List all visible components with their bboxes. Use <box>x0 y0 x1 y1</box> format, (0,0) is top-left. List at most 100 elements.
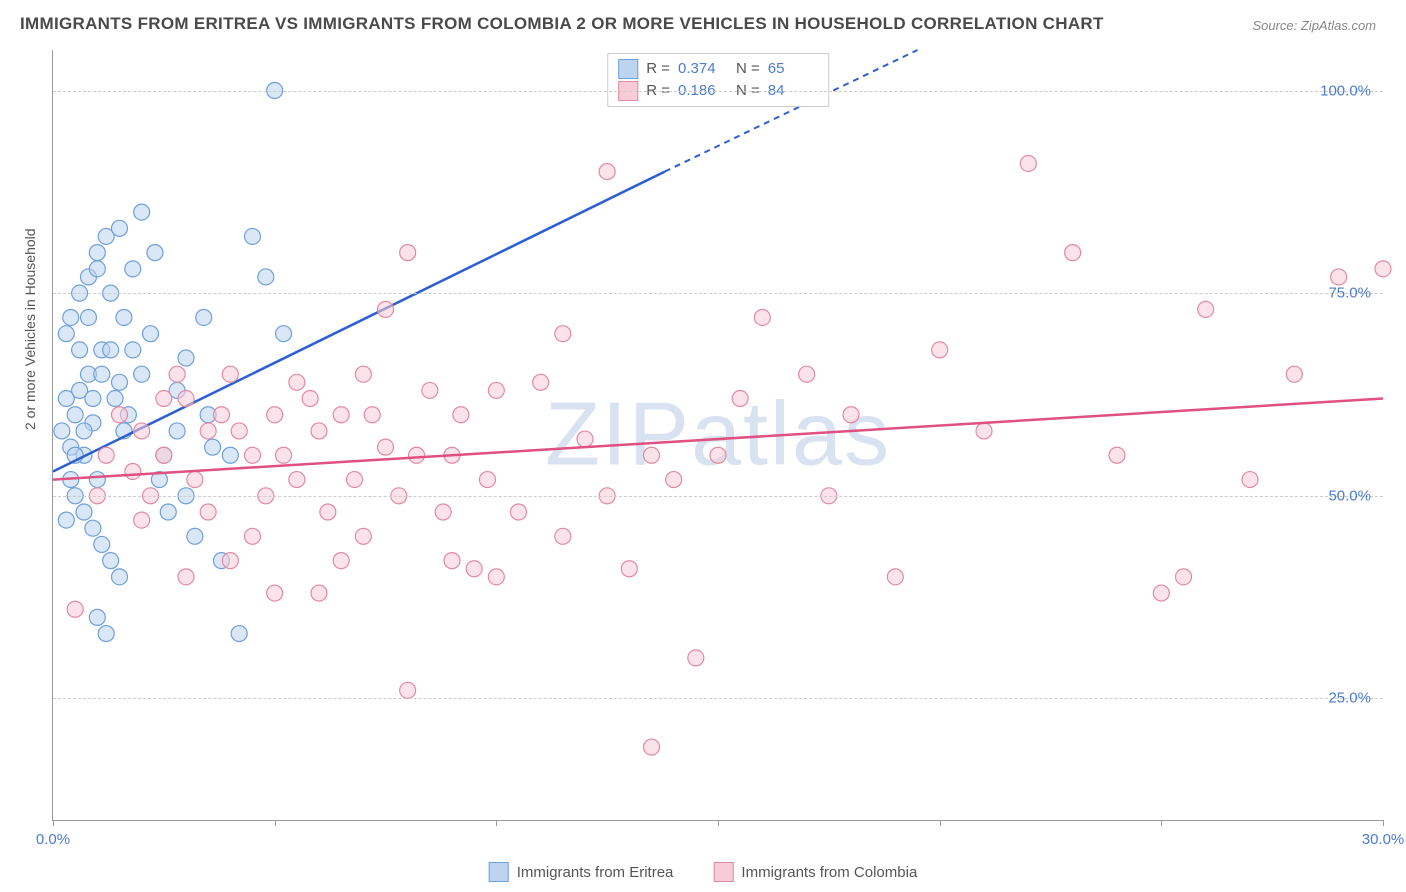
data-point <box>1153 585 1169 601</box>
data-point <box>134 366 150 382</box>
data-point <box>160 504 176 520</box>
y-tick-label: 50.0% <box>1328 487 1371 504</box>
x-tick <box>1383 820 1384 826</box>
r-value-eritrea: 0.374 <box>678 58 728 80</box>
legend-row-eritrea: R = 0.374 N = 65 <box>618 58 818 80</box>
swatch-icon <box>713 862 733 882</box>
data-point <box>245 528 261 544</box>
data-point <box>355 528 371 544</box>
data-point <box>94 536 110 552</box>
data-point <box>1065 245 1081 261</box>
data-point <box>54 423 70 439</box>
data-point <box>1331 269 1347 285</box>
data-point <box>134 423 150 439</box>
data-point <box>444 553 460 569</box>
data-point <box>289 374 305 390</box>
data-point <box>103 553 119 569</box>
data-point <box>205 439 221 455</box>
data-point <box>98 626 114 642</box>
data-point <box>187 528 203 544</box>
data-point <box>400 682 416 698</box>
data-point <box>333 553 349 569</box>
data-point <box>112 569 128 585</box>
x-tick <box>53 820 54 826</box>
data-point <box>276 326 292 342</box>
data-point <box>89 245 105 261</box>
data-point <box>621 561 637 577</box>
data-point <box>887 569 903 585</box>
data-point <box>112 220 128 236</box>
data-point <box>169 423 185 439</box>
data-point <box>435 504 451 520</box>
data-point <box>555 326 571 342</box>
y-tick-label: 25.0% <box>1328 690 1371 707</box>
data-point <box>196 309 212 325</box>
legend-item-eritrea: Immigrants from Eritrea <box>489 862 674 882</box>
data-point <box>58 326 74 342</box>
data-point <box>89 472 105 488</box>
data-point <box>466 561 482 577</box>
data-point <box>843 407 859 423</box>
x-tick-label: 30.0% <box>1362 831 1405 848</box>
data-point <box>156 391 172 407</box>
data-point <box>346 472 362 488</box>
data-point <box>1109 447 1125 463</box>
data-point <box>134 204 150 220</box>
data-point <box>178 391 194 407</box>
data-point <box>107 391 123 407</box>
y-axis-label: 2 or more Vehicles in Household <box>22 228 38 430</box>
data-point <box>276 447 292 463</box>
y-tick-label: 100.0% <box>1320 82 1371 99</box>
x-tick <box>940 820 941 826</box>
data-point <box>76 423 92 439</box>
data-point <box>533 374 549 390</box>
data-point <box>511 504 527 520</box>
data-point <box>58 512 74 528</box>
x-tick <box>718 820 719 826</box>
data-point <box>231 423 247 439</box>
data-point <box>147 245 163 261</box>
data-point <box>245 228 261 244</box>
y-tick-label: 75.0% <box>1328 285 1371 302</box>
data-point <box>644 739 660 755</box>
data-point <box>143 326 159 342</box>
trend-line <box>53 399 1383 480</box>
data-point <box>112 374 128 390</box>
data-point <box>1176 569 1192 585</box>
data-point <box>103 342 119 358</box>
x-tick-label: 0.0% <box>36 831 70 848</box>
data-point <box>245 447 261 463</box>
legend-label: Immigrants from Colombia <box>741 864 917 881</box>
data-point <box>1286 366 1302 382</box>
data-point <box>267 585 283 601</box>
data-point <box>222 447 238 463</box>
data-point <box>644 447 660 463</box>
data-point <box>355 366 371 382</box>
data-point <box>231 626 247 642</box>
data-point <box>754 309 770 325</box>
data-point <box>710 447 726 463</box>
chart-title: IMMIGRANTS FROM ERITREA VS IMMIGRANTS FR… <box>20 14 1104 34</box>
data-point <box>222 553 238 569</box>
data-point <box>178 350 194 366</box>
data-point <box>976 423 992 439</box>
data-point <box>67 601 83 617</box>
data-point <box>169 366 185 382</box>
data-point <box>125 463 141 479</box>
data-point <box>72 342 88 358</box>
data-point <box>732 391 748 407</box>
data-point <box>479 472 495 488</box>
series-legend: Immigrants from Eritrea Immigrants from … <box>489 862 918 882</box>
data-point <box>378 439 394 455</box>
data-point <box>289 472 305 488</box>
data-point <box>267 407 283 423</box>
data-point <box>577 431 593 447</box>
data-point <box>85 391 101 407</box>
x-tick <box>275 820 276 826</box>
data-point <box>311 585 327 601</box>
data-point <box>364 407 380 423</box>
x-tick <box>1161 820 1162 826</box>
data-point <box>63 309 79 325</box>
legend-item-colombia: Immigrants from Colombia <box>713 862 917 882</box>
gridline <box>53 293 1383 294</box>
